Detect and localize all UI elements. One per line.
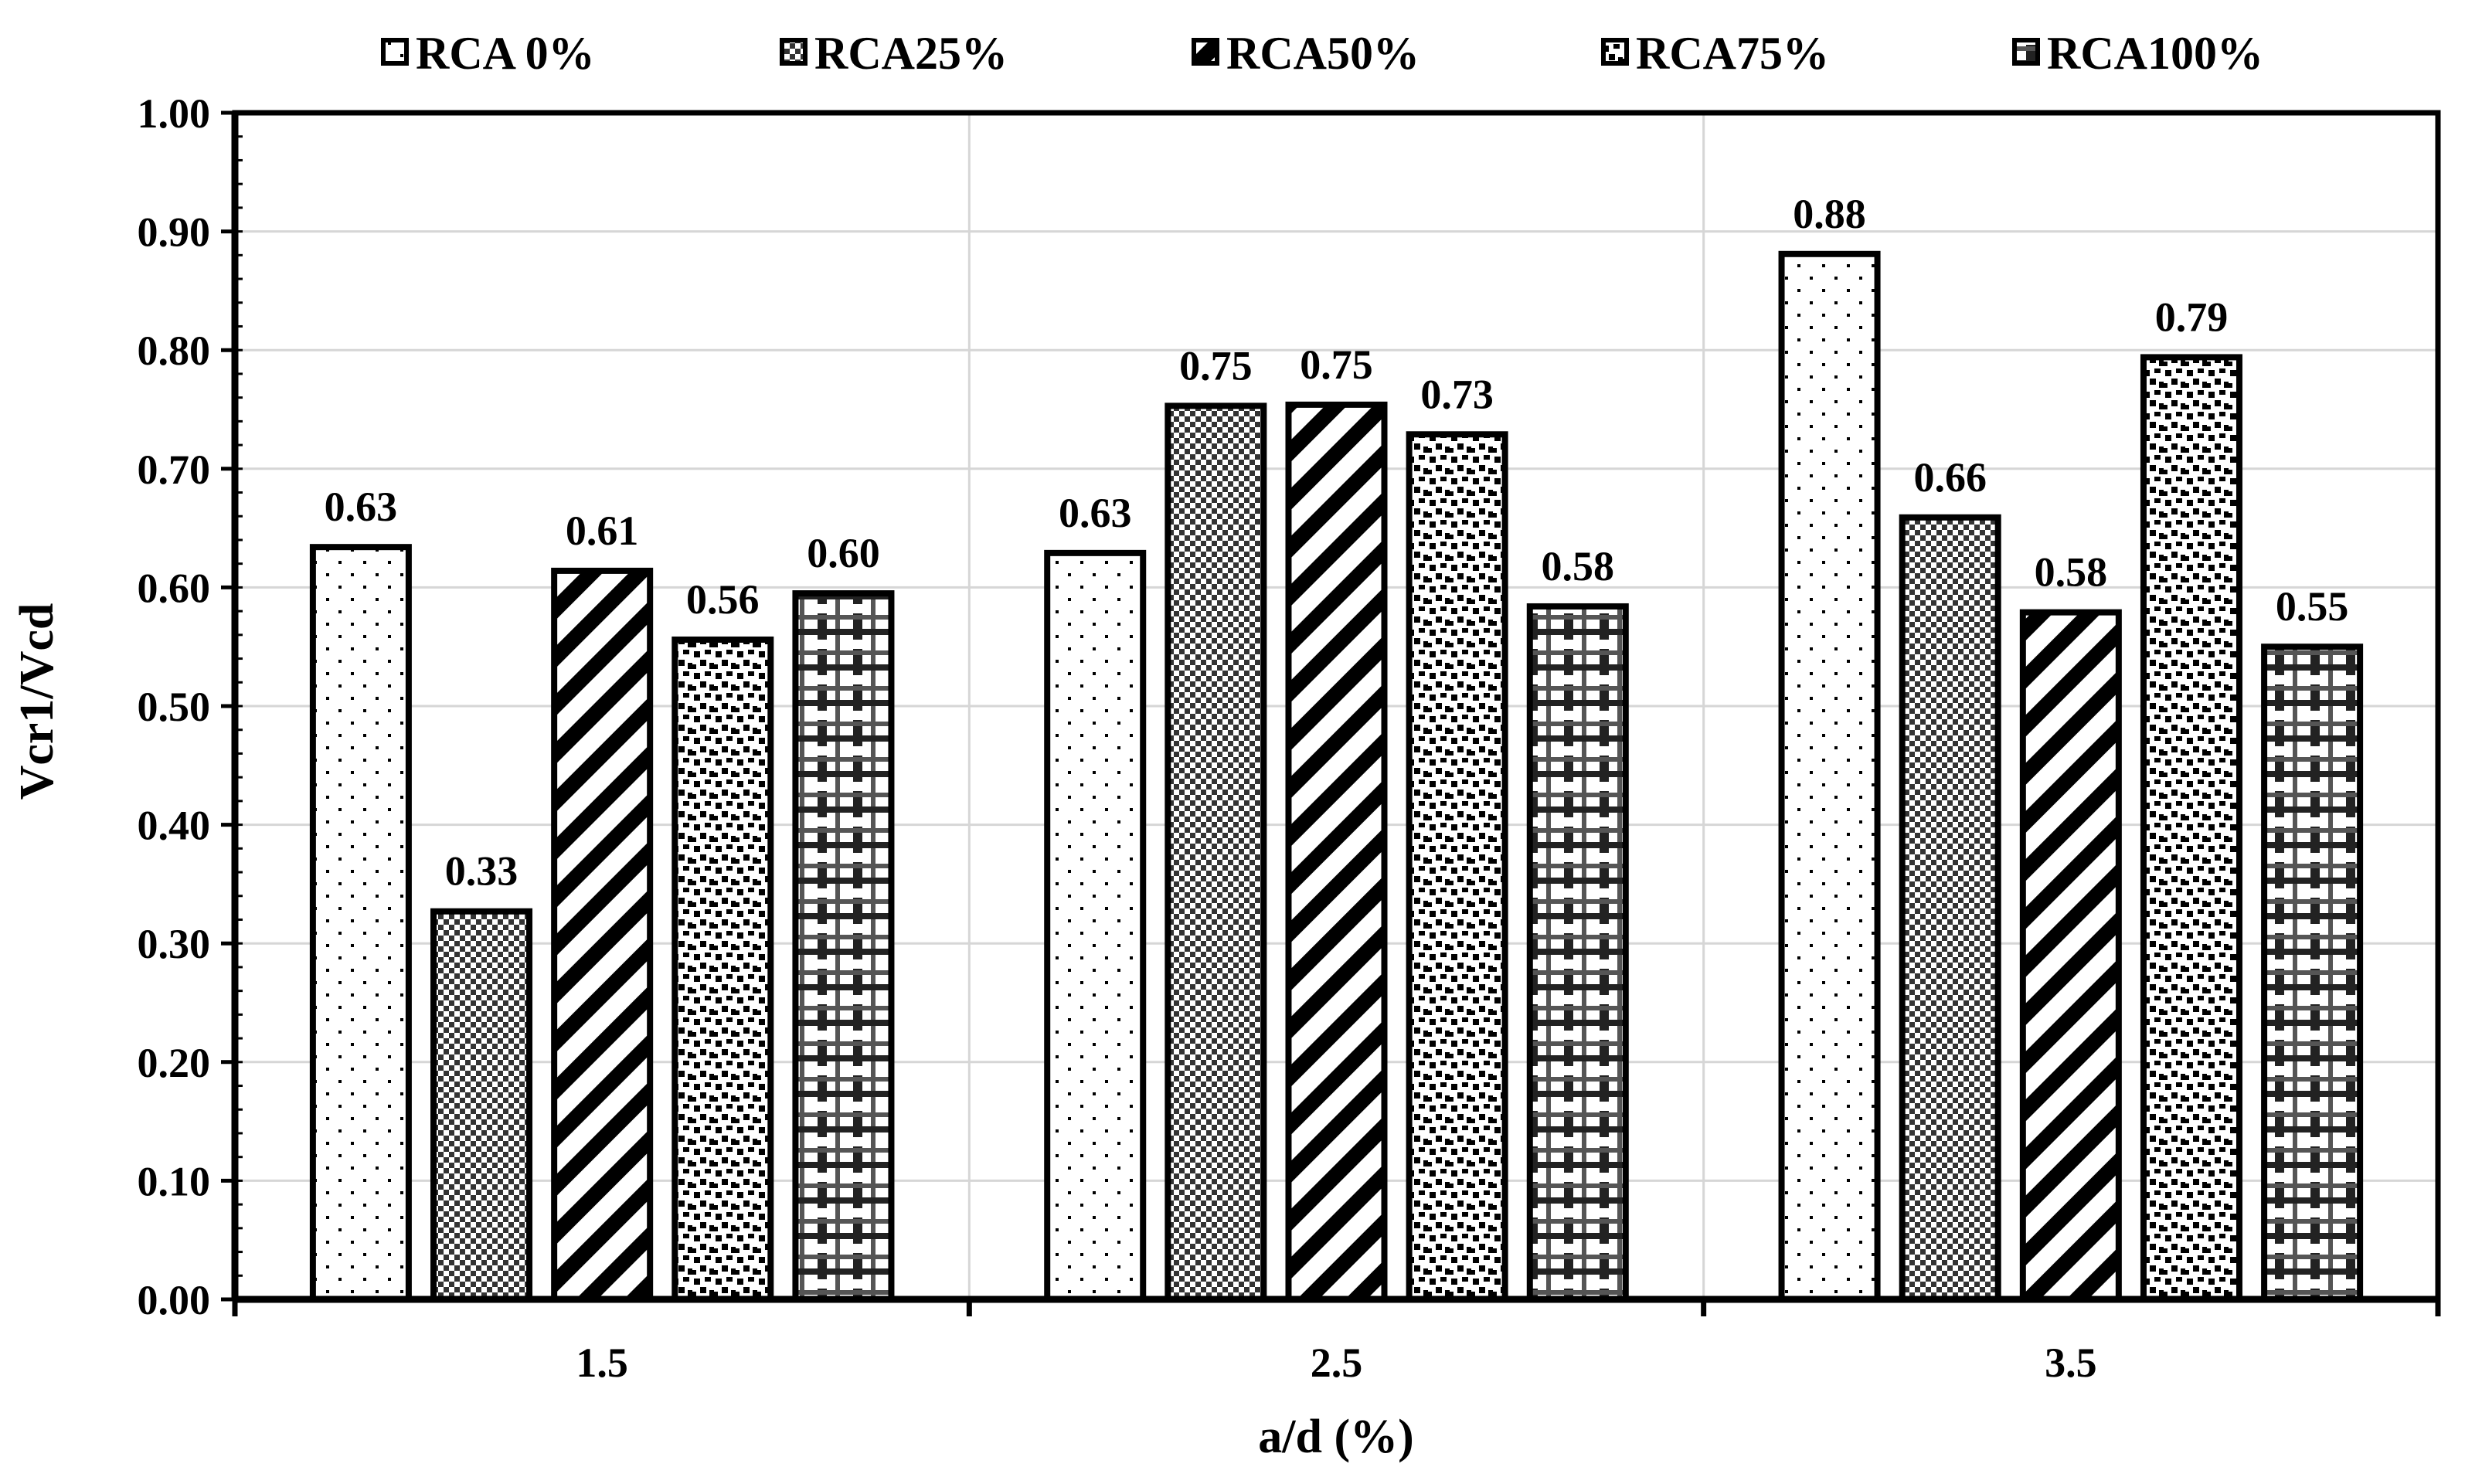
legend-swatch xyxy=(1601,38,1629,66)
legend-swatch xyxy=(780,38,808,66)
y-tick-label: 0.40 xyxy=(138,803,211,849)
y-tick-label: 0.20 xyxy=(138,1040,211,1086)
legend-swatch xyxy=(1192,38,1219,66)
bar-rca50-1-5 xyxy=(551,567,654,1302)
bar-rca75-2-5 xyxy=(1406,431,1508,1302)
data-label: 0.61 xyxy=(566,508,639,554)
y-tick-label: 0.30 xyxy=(138,921,211,967)
y-axis-title: Vcr1/Vcd xyxy=(11,603,63,800)
data-label: 0.58 xyxy=(2035,549,2108,596)
legend-item: RCA25% xyxy=(780,28,1008,79)
x-tick-label: 2.5 xyxy=(1311,1340,1363,1386)
y-axis-ticks: 0.00 0.10 0.20 0.30 0.40 0.50 0.60 0.70 0.80 0.90… xyxy=(138,90,243,1323)
y-tick-label: 0.80 xyxy=(138,328,211,374)
data-label: 0.88 xyxy=(1793,191,1866,237)
data-label: 0.33 xyxy=(445,848,518,895)
y-tick-label: 1.00 xyxy=(138,90,211,137)
bar-rca25-3-5 xyxy=(1899,514,2001,1302)
y-tick-label: 0.90 xyxy=(138,209,211,256)
bar-rca0-3-5 xyxy=(1778,250,1881,1302)
bar-rca50-3-5 xyxy=(2019,609,2122,1302)
bars xyxy=(309,250,2364,1303)
x-tick-label: 3.5 xyxy=(2045,1340,2097,1386)
data-label: 0.55 xyxy=(2276,583,2349,630)
legend-item: RCA100% xyxy=(2012,28,2263,79)
y-tick-label: 0.50 xyxy=(138,684,211,730)
bar-rca50-2-5 xyxy=(1285,401,1388,1303)
legend-swatch xyxy=(2012,38,2040,66)
x-axis-title: a/d (%) xyxy=(1258,1411,1414,1463)
x-axis-ticks: 1.5 2.5 3.5 xyxy=(232,1299,2441,1386)
legend-label: RCA50% xyxy=(1226,28,1420,79)
y-tick-label: 0.60 xyxy=(138,565,211,611)
bar-rca75-1-5 xyxy=(672,636,774,1302)
bar-rca0-2-5 xyxy=(1044,549,1147,1302)
data-label: 0.58 xyxy=(1542,543,1615,589)
x-tick-label: 1.5 xyxy=(576,1340,628,1386)
data-label: 0.66 xyxy=(1913,454,1987,501)
data-label: 0.60 xyxy=(807,530,880,576)
data-label: 0.73 xyxy=(1420,371,1494,417)
legend-item: RCA 0% xyxy=(381,28,595,79)
bar-rca100-3-5 xyxy=(2261,644,2364,1302)
legend-label: RCA75% xyxy=(1636,28,1829,79)
data-label: 0.79 xyxy=(2155,294,2229,340)
data-label: 0.63 xyxy=(1059,490,1132,536)
data-label: 0.63 xyxy=(325,484,398,530)
data-labels: 0.63 0.63 0.88 0.33 0.75 0.66 0.61 0.75 0.58 0.56… xyxy=(325,191,2349,895)
legend-item: RCA75% xyxy=(1601,28,1829,79)
y-tick-label: 0.70 xyxy=(138,447,211,493)
y-tick-label: 0.10 xyxy=(138,1158,211,1204)
data-label: 0.56 xyxy=(686,576,760,623)
bar-rca100-1-5 xyxy=(792,590,895,1302)
data-label: 0.75 xyxy=(1300,341,1373,388)
bar-rca25-1-5 xyxy=(430,908,533,1303)
legend-label: RCA 0% xyxy=(416,28,595,79)
y-tick-label: 0.00 xyxy=(138,1277,211,1323)
bar-rca0-1-5 xyxy=(309,544,412,1302)
data-label: 0.75 xyxy=(1179,342,1253,389)
legend-item: RCA50% xyxy=(1192,28,1420,79)
bar-rca25-2-5 xyxy=(1164,402,1267,1303)
legend-label: RCA100% xyxy=(2047,28,2263,79)
legend: RCA 0% RCA25% RCA50% RCA75% RCA100% xyxy=(381,28,2263,79)
legend-label: RCA25% xyxy=(814,28,1008,79)
legend-swatch xyxy=(381,38,409,66)
bar-rca75-3-5 xyxy=(2140,354,2242,1302)
bar-rca100-2-5 xyxy=(1526,603,1629,1302)
